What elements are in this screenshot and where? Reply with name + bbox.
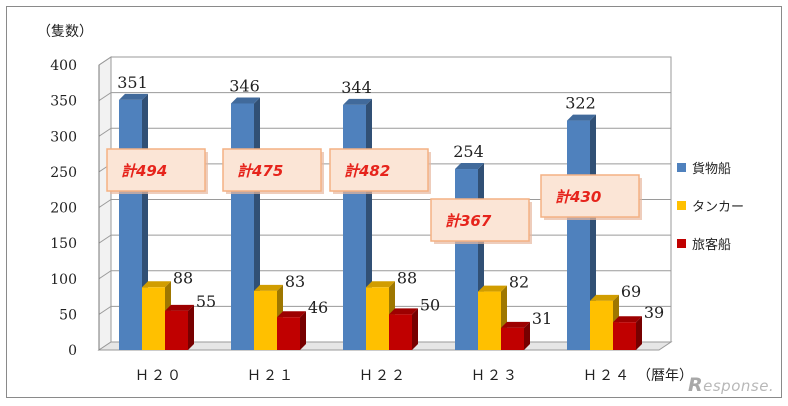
bar-top: [613, 316, 642, 323]
x-tick-label: Ｈ２４: [583, 368, 631, 384]
bar-top: [366, 281, 395, 288]
gridline-side: [98, 270, 112, 280]
bar-top: [142, 281, 171, 288]
data-label: 69: [621, 282, 641, 301]
y-tick-label: 150: [50, 236, 77, 252]
total-box: [329, 148, 429, 192]
total-box: [222, 148, 322, 192]
total-box: [106, 148, 206, 192]
total-label: 計494: [121, 162, 167, 180]
bar-side: [412, 308, 418, 350]
legend-label: 貨物船: [692, 161, 732, 177]
bar-貨物船: [455, 169, 478, 350]
data-label: 83: [285, 272, 305, 291]
bar-タンカー: [590, 300, 613, 350]
bar-top: [343, 98, 372, 105]
x-tick-label: Ｈ２３: [471, 368, 519, 384]
data-label: 46: [308, 298, 328, 317]
bar-side: [590, 114, 596, 350]
bar-タンカー: [366, 287, 389, 350]
y-tick-label: 0: [68, 343, 77, 359]
data-label: 39: [644, 303, 664, 322]
legend-item: 旅客船: [677, 233, 785, 253]
legend-label: 旅客船: [692, 237, 732, 253]
bar-top: [389, 308, 418, 315]
gridline-side: [98, 127, 112, 137]
data-label: 55: [196, 292, 216, 311]
bar-side: [636, 316, 642, 350]
gridline-side: [98, 199, 112, 208]
x-tick-label: Ｈ２２: [359, 368, 407, 384]
y-tick-label: 200: [50, 201, 77, 217]
y-tick-label: 300: [50, 129, 77, 145]
data-label: 346: [229, 76, 260, 95]
total-box: [540, 174, 640, 218]
bar-side: [188, 304, 194, 350]
x-tick-label: Ｈ２１: [247, 368, 295, 384]
data-label: 344: [341, 78, 372, 97]
bar-top: [455, 163, 484, 170]
gridline-side: [98, 56, 112, 66]
bar-top: [231, 97, 260, 104]
y-axis-unit-label: （隻数）: [37, 24, 93, 40]
y-tick-label: 400: [50, 58, 77, 74]
legend-item: タンカー: [677, 195, 785, 215]
chart-frame: 0 50 100 150 200 250 300 350 400 351 88 55 Ｈ２０ 346 83 4…: [6, 6, 782, 398]
bar-旅客船: [613, 322, 636, 350]
total-label: 計482: [344, 162, 390, 180]
gridline-side: [98, 234, 112, 244]
bar-旅客船: [501, 327, 524, 350]
watermark-logo: Response.: [688, 374, 775, 396]
legend-label: タンカー: [692, 199, 745, 215]
bar-top: [165, 304, 194, 311]
bar-タンカー: [478, 291, 501, 350]
legend: 貨物船タンカー旅客船: [677, 157, 785, 271]
bar-top: [478, 285, 507, 292]
data-label: 254: [453, 142, 484, 161]
data-label: 351: [117, 73, 148, 92]
total-label: 計475: [237, 162, 283, 180]
data-label: 88: [173, 268, 193, 287]
y-tick-label: 50: [59, 307, 77, 323]
legend-swatch: [677, 200, 686, 210]
total-box: [430, 198, 530, 242]
y-tick-label: 100: [50, 272, 77, 288]
bar-top: [501, 321, 530, 328]
bar-タンカー: [142, 287, 165, 350]
legend-item: 貨物船: [677, 157, 785, 177]
bar-top: [119, 93, 148, 100]
bar-top: [277, 311, 306, 318]
x-axis-unit-label: （暦年）: [637, 368, 693, 384]
bar-top: [254, 284, 283, 291]
bar-top: [567, 114, 596, 121]
bar-貨物船: [231, 103, 254, 350]
data-label: 322: [565, 94, 596, 113]
bar-貨物船: [343, 104, 366, 351]
data-label: 88: [397, 268, 417, 287]
total-label: 計430: [555, 188, 601, 206]
total-label: 計367: [445, 212, 492, 230]
bar-side: [524, 321, 530, 350]
bar-旅客船: [389, 314, 412, 350]
bar-chart: 0501001502002503003504003518855Ｈ２０346834…: [50, 56, 693, 384]
legend-swatch: [677, 238, 686, 248]
data-label: 82: [509, 273, 529, 292]
x-tick-label: Ｈ２０: [135, 368, 183, 384]
legend-swatch: [677, 162, 686, 172]
data-label: 31: [532, 309, 552, 328]
y-tick-label: 350: [50, 94, 77, 110]
bar-タンカー: [254, 290, 277, 350]
gridline-side: [98, 92, 112, 102]
bar-貨物船: [119, 99, 142, 350]
bar-貨物船: [567, 120, 590, 350]
bar-top: [590, 294, 619, 301]
bar-side: [300, 311, 306, 350]
y-tick-label: 250: [50, 165, 77, 181]
data-label: 50: [420, 295, 440, 314]
bar-旅客船: [277, 317, 300, 350]
bar-旅客船: [165, 310, 188, 350]
gridline-side: [98, 305, 112, 315]
